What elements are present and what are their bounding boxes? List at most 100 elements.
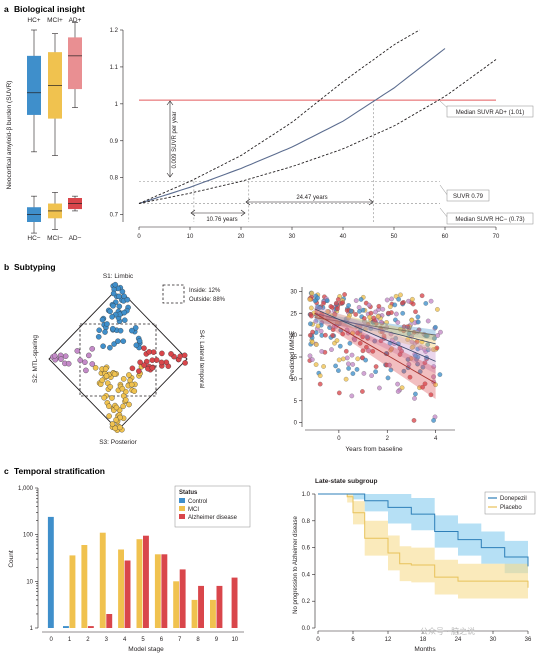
subtype-point xyxy=(120,403,126,410)
subtype-point xyxy=(103,373,110,379)
subtype-point xyxy=(89,346,95,352)
subtype-point xyxy=(123,397,129,403)
mmse-point xyxy=(329,347,334,352)
subtype-point xyxy=(111,371,118,377)
mmse-point xyxy=(317,381,323,387)
mmse-point xyxy=(369,373,374,378)
b-y-tick-label: 25 xyxy=(290,311,297,317)
a-y-tick-label: 0.8 xyxy=(110,176,119,182)
subtype-point xyxy=(51,353,58,359)
km-legend-box xyxy=(484,491,536,515)
panel-a-ylabel: Neocortical amyloid-β burden (SUVR) xyxy=(6,81,13,190)
subtype-point xyxy=(159,350,165,357)
mmse-point xyxy=(388,367,394,373)
a-x-tick-label: 0 xyxy=(137,234,141,240)
a-x-tick-label: 50 xyxy=(391,234,398,240)
legend-control: Control xyxy=(188,499,207,505)
vertex-lateral-temporal: S4: Lateral temporal xyxy=(198,330,205,389)
stage-bar xyxy=(136,539,143,628)
status-legend: Status Control MCI Alzheimer disease xyxy=(174,485,251,528)
mmse-point xyxy=(387,362,392,368)
km-x-tick-label: 30 xyxy=(490,637,497,643)
stage-bar xyxy=(124,560,131,628)
stage-bar xyxy=(118,549,124,628)
mmse-point xyxy=(431,418,436,423)
subtype-point xyxy=(168,351,174,357)
subtype-point xyxy=(120,376,127,382)
mmse-point xyxy=(399,385,405,391)
mmse-point xyxy=(367,314,372,320)
mmse-point xyxy=(360,389,365,394)
subtype-point xyxy=(132,325,139,331)
mmse-point xyxy=(355,330,360,336)
panel-b-title: Subtyping xyxy=(14,262,56,272)
mmse-point xyxy=(422,360,428,366)
box-label-hc-neg: HC− xyxy=(27,235,40,242)
mmse-point xyxy=(405,337,411,342)
c-x-tick-label: 9 xyxy=(215,637,219,643)
subtype-point xyxy=(182,360,188,366)
subtype-point xyxy=(74,348,81,354)
trend-band xyxy=(314,313,436,341)
stage-bar xyxy=(154,554,161,628)
km-ylabel: No progression to Alzheimer disease xyxy=(293,515,299,613)
mmse-point xyxy=(309,339,315,345)
subtype-point xyxy=(107,344,113,351)
km-y-tick-label: 0.8 xyxy=(302,519,311,525)
subtype-point xyxy=(126,401,132,408)
km-title: Late-state subgroup xyxy=(315,478,378,485)
c-x-tick-label: 10 xyxy=(231,637,238,643)
stage-bar xyxy=(47,516,54,628)
mmse-point xyxy=(347,340,353,346)
subtype-point xyxy=(110,325,116,332)
callout-suvr-leader xyxy=(439,184,449,197)
subtype-point xyxy=(137,359,143,366)
km-x-tick-label: 36 xyxy=(525,637,532,643)
mmse-point xyxy=(423,301,429,306)
callout-ad-text: Median SUVR AD+ (1.01) xyxy=(456,110,525,116)
subtype-point xyxy=(58,356,64,362)
mmse-point xyxy=(307,297,313,302)
panel-a-curves xyxy=(138,29,497,222)
mmse-point xyxy=(378,338,384,344)
subtype-point xyxy=(102,366,109,372)
stage-bar-chart: 1 10 100 1,000 0 1 2 3 4 5 6 7 8 9 10 xyxy=(18,486,244,643)
stage-bar xyxy=(210,599,216,628)
subtype-point xyxy=(124,296,131,303)
mmse-point xyxy=(433,324,438,330)
mmse-point xyxy=(395,381,400,387)
lower-ci-curve xyxy=(138,59,497,204)
panel-a-title: Biological insight xyxy=(14,4,85,14)
b-x-tick-label: 0 xyxy=(337,436,341,442)
km-y-tick-label: 0.4 xyxy=(302,572,311,578)
callout-ad-box xyxy=(446,105,534,118)
mmse-point xyxy=(395,389,401,394)
subtype-point xyxy=(107,384,114,390)
mmse-point xyxy=(398,292,403,298)
b-y-tick-label: 0 xyxy=(294,421,298,427)
mmse-point xyxy=(380,306,386,312)
mmse-point xyxy=(325,309,331,314)
subtype-point xyxy=(117,424,123,431)
subtype-point xyxy=(131,388,138,394)
a-x-tick-label: 30 xyxy=(289,234,296,240)
mmse-point xyxy=(327,325,332,330)
mmse-point xyxy=(337,343,343,349)
bar-ylabel: Count xyxy=(8,550,15,568)
legend-inside: Inside: 12% xyxy=(189,288,221,294)
a-y-tick-label: 0.7 xyxy=(110,213,119,219)
mmse-point xyxy=(353,312,359,317)
mmse-point xyxy=(389,296,394,302)
c-x-tick-label: 6 xyxy=(160,637,164,643)
mmse-point xyxy=(334,338,340,343)
subtype-point xyxy=(110,303,116,309)
mmse-point xyxy=(434,345,440,351)
suvr-rate-arrowhead-top xyxy=(166,100,174,106)
legend-swatch-ad xyxy=(179,514,185,519)
box-label-hc-pos: HC+ xyxy=(27,17,40,24)
mmse-point xyxy=(384,320,389,325)
subtype-point xyxy=(109,421,116,427)
mmse-point xyxy=(348,308,354,314)
b-y-tick-label: 20 xyxy=(290,333,297,339)
mmse-point xyxy=(309,290,315,296)
